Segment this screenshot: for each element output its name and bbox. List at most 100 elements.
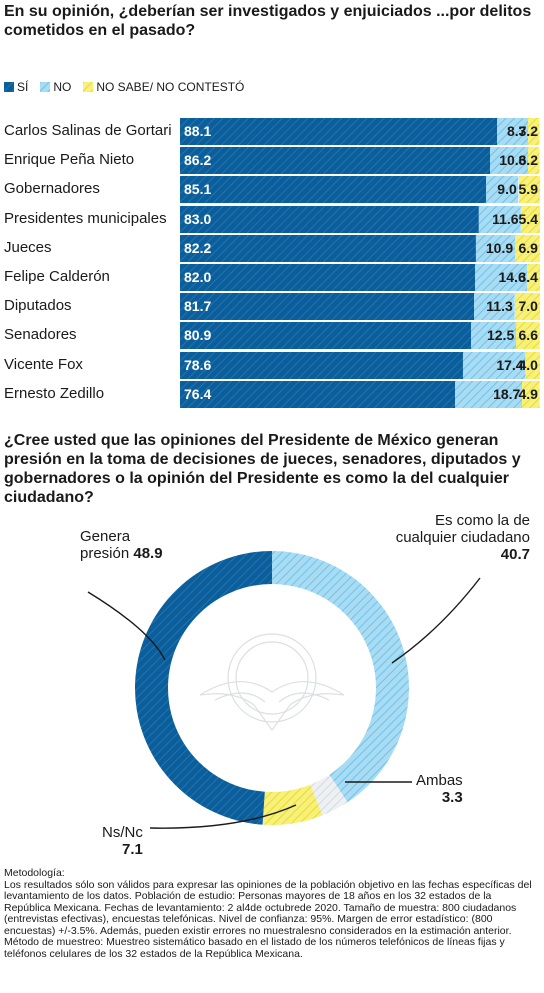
bar-segment-si: 83.0 — [180, 205, 479, 233]
bar-row: Senadores 80.9 12.5 6.6 — [0, 321, 544, 350]
bar-value-label-si: 86.2 — [184, 152, 212, 169]
donut-slice-ambas — [310, 774, 348, 816]
bar-value-label-no: 10.9 — [485, 239, 514, 256]
donut-chart-title: ¿Cree usted que las opiniones del Presid… — [4, 432, 521, 506]
bar-value-label-si: 82.2 — [184, 239, 212, 256]
bar-value-label-no: 11.6 — [492, 210, 519, 227]
chart-legend: SÍ NO NO SABE/ NO CONTESTÓ — [4, 80, 244, 94]
legend-item-si: SÍ — [4, 80, 28, 94]
bar-segment-ns: 4.0 — [519, 351, 540, 379]
bar-value-label-no: 14.6 — [498, 269, 526, 285]
legend-label-ns: NO SABE/ NO CONTESTÓ — [96, 80, 245, 94]
bar-segment-ns: 6.6 — [516, 322, 540, 350]
bar-row: Carlos Salinas de Gortari 88.1 8.7 3.2 — [0, 117, 544, 146]
legend-item-ns: NO SABE/ NO CONTESTÓ — [83, 80, 244, 94]
label-nsnc-value: 7.1 — [121, 841, 143, 858]
bar-segment-no: 14.6 — [475, 264, 528, 291]
legend-label-no: NO — [53, 80, 72, 94]
bar-segment-ns: 3.4 — [519, 264, 540, 291]
bar-value-label-ns: 3.4 — [518, 269, 538, 285]
label-cualquier-ciudadano: Es como la de cualquier ciudadano 40.7 — [396, 512, 530, 563]
bar-category-label: Felipe Calderón — [4, 268, 110, 285]
bar-segment-no: 9.0 — [486, 176, 519, 204]
bar-segment-si: 82.0 — [180, 264, 476, 291]
bar-segment-si: 80.9 — [180, 322, 472, 350]
bar-value-label-ns: 6.6 — [518, 327, 538, 344]
bar-segment-ns: 6.9 — [515, 234, 540, 262]
bar-row: Diputados 81.7 11.3 7.0 — [0, 292, 544, 321]
bar-segment-si: 86.2 — [180, 147, 491, 175]
donut-slice-nsnc — [262, 784, 323, 825]
bar-value-label-ns: 3.2 — [518, 123, 538, 139]
bar-segment-no: 11.6 — [478, 205, 521, 233]
bar-category-label: Vicente Fox — [4, 355, 83, 373]
label-ciudadano-value: 40.7 — [500, 546, 530, 563]
bar-chart-title: En su opinión, ¿deberían ser investigado… — [4, 3, 532, 39]
leader-line-ciudadano — [391, 577, 481, 664]
legend-label-si: SÍ — [17, 80, 29, 94]
bar-value-label-si: 88.1 — [184, 123, 212, 139]
bar-value-label-si: 85.1 — [184, 181, 212, 198]
bar-category-label: Gobernadores — [4, 180, 100, 198]
stacked-bar: 78.6 17.4 4.0 — [180, 351, 540, 379]
label-ambas-value: 3.3 — [441, 789, 463, 806]
bar-row: Felipe Calderón 82.0 14.6 3.4 — [0, 263, 544, 292]
bar-segment-ns: 5.9 — [518, 176, 540, 204]
bar-row: Presidentes municipales 83.0 11.6 5.4 — [0, 205, 544, 234]
bar-value-label-no: 11.3 — [486, 298, 513, 315]
bar-value-label-si: 83.0 — [184, 210, 212, 227]
bar-value-label-si: 82.0 — [184, 269, 212, 285]
bar-value-label-ns: 5.4 — [518, 210, 538, 227]
bar-segment-no: 18.7 — [455, 380, 523, 408]
bar-value-label-no: 9.0 — [497, 181, 517, 198]
bar-category-label: Carlos Salinas de Gortari — [4, 122, 172, 139]
bar-category-label: Ernesto Zedillo — [4, 384, 105, 402]
label-genera-line2: presión — [80, 545, 130, 562]
bar-segment-no: 10.6 — [490, 147, 529, 175]
bar-segment-ns: 3.2 — [519, 147, 540, 175]
label-ciudadano-line1: Es como la de — [434, 512, 530, 529]
leader-line-nsnc — [149, 804, 297, 829]
bar-segment-no: 12.5 — [471, 322, 517, 350]
bar-row: Jueces 82.2 10.9 6.9 — [0, 234, 544, 263]
bar-segment-no: 8.7 — [497, 118, 529, 145]
donut-slice-ciudadano — [272, 551, 409, 803]
bar-value-label-si: 78.6 — [184, 356, 212, 373]
bar-segment-si: 76.4 — [180, 380, 456, 408]
donut-slice-genera — [135, 551, 272, 825]
bar-value-label-ns: 7.0 — [518, 298, 538, 315]
bar-value-label-ns: 5.9 — [518, 181, 538, 198]
label-nsnc: Ns/Nc 7.1 — [102, 824, 143, 858]
label-genera-presion: Genera presión 48.9 — [80, 528, 163, 562]
stacked-bar: 88.1 8.7 3.2 — [180, 118, 540, 145]
bar-segment-ns: 4.9 — [519, 380, 540, 408]
bar-value-label-no: 10.6 — [499, 152, 527, 169]
bar-row: Enrique Peña Nieto 86.2 10.6 3.2 — [0, 146, 544, 175]
bar-segment-ns: 5.4 — [518, 205, 540, 233]
stacked-bar: 82.0 14.6 3.4 — [180, 264, 540, 291]
stacked-bar: 76.4 18.7 4.9 — [180, 380, 540, 408]
bar-value-label-ns: 6.9 — [518, 239, 538, 256]
label-ciudadano-line2: cualquier ciudadano — [395, 529, 530, 546]
bar-category-label: Senadores — [4, 326, 77, 344]
stacked-bar: 82.2 10.9 6.9 — [180, 234, 540, 262]
label-ambas: Ambas 3.3 — [416, 772, 463, 806]
bar-value-label-ns: 3.2 — [518, 152, 538, 169]
bar-segment-no: 10.9 — [475, 234, 516, 262]
bar-segment-ns: 3.2 — [519, 118, 540, 145]
stacked-bar: 86.2 10.6 3.2 — [180, 147, 540, 175]
stacked-bar: 83.0 11.6 5.4 — [180, 205, 540, 233]
legend-swatch-ns — [83, 82, 94, 92]
legend-swatch-no — [40, 82, 51, 92]
bar-segment-si: 88.1 — [180, 118, 498, 145]
bar-value-label-no: 8.7 — [507, 123, 527, 139]
bar-segment-no: 11.3 — [474, 293, 515, 321]
bar-value-label-no: 17.4 — [496, 356, 524, 373]
bar-value-label-no: 12.5 — [486, 327, 515, 344]
bar-value-label-si: 80.9 — [184, 327, 212, 344]
bar-value-label-ns: 4.0 — [518, 356, 538, 373]
label-genera-value: 48.9 — [133, 545, 163, 562]
bar-row: Gobernadores 85.1 9.0 5.9 — [0, 175, 544, 204]
legend-swatch-si — [4, 82, 14, 92]
leader-line-genera — [87, 591, 166, 661]
